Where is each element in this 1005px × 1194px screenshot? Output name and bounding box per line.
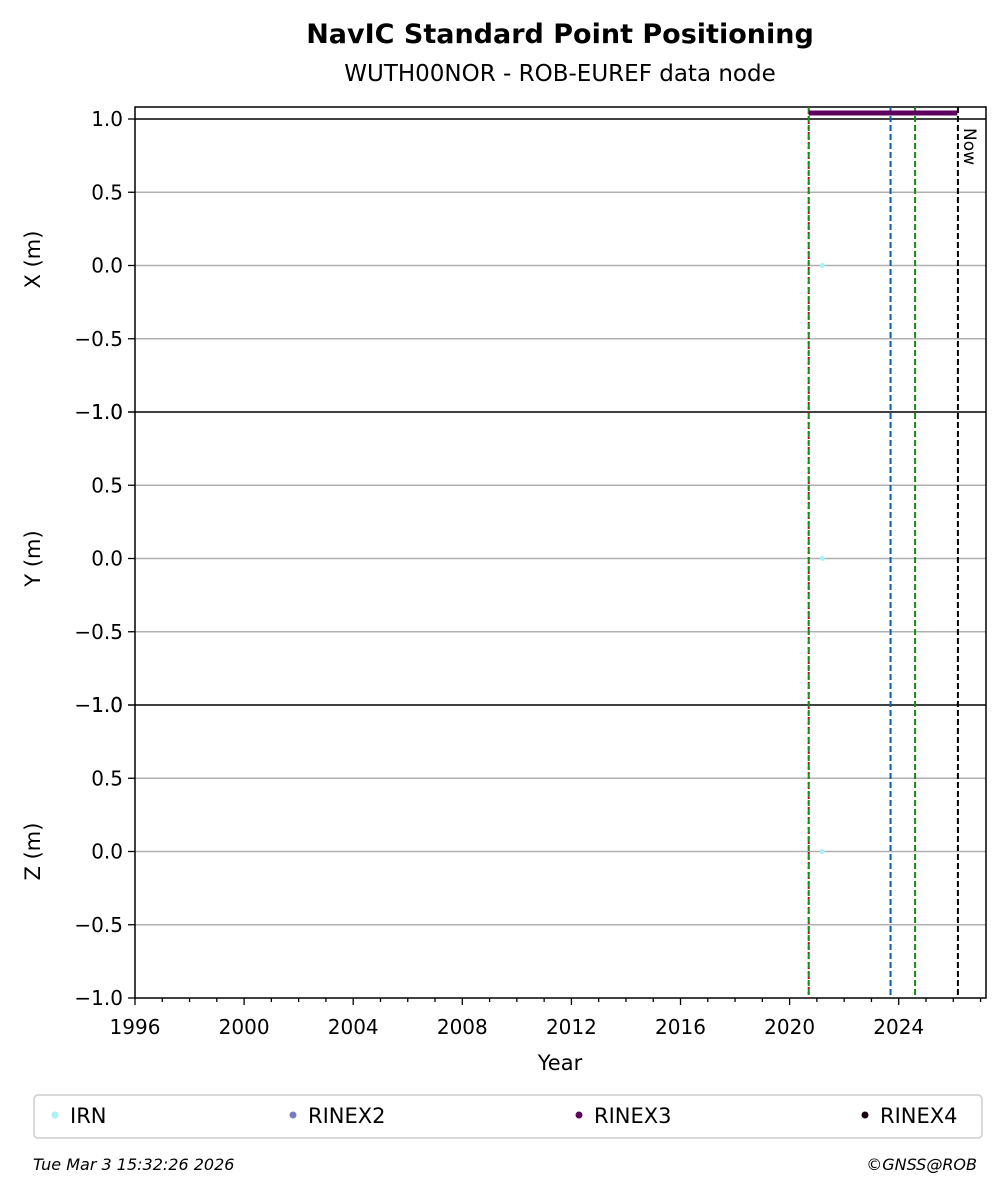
legend-marker-irn bbox=[51, 1111, 59, 1119]
y-axis-label: X (m) bbox=[21, 231, 45, 289]
y-tick-label: −1.0 bbox=[74, 986, 123, 1010]
y-tick-label: 0.0 bbox=[91, 254, 123, 278]
y-tick-label: 0.0 bbox=[91, 840, 123, 864]
data-point-irn bbox=[819, 556, 825, 561]
x-tick-label: 2012 bbox=[546, 1015, 597, 1039]
y-tick-label: 1.0 bbox=[91, 400, 123, 424]
chart-title: NavIC Standard Point Positioning bbox=[306, 19, 814, 50]
x-axis-label: Year bbox=[537, 1051, 583, 1075]
x-tick-label: 2008 bbox=[437, 1015, 488, 1039]
y-tick-label: 0.5 bbox=[91, 180, 123, 204]
y-axis-label: Z (m) bbox=[21, 823, 45, 881]
y-tick-label: −1.0 bbox=[74, 693, 123, 717]
legend-label: RINEX3 bbox=[594, 1104, 672, 1128]
footer-copyright: ©GNSS@ROB bbox=[866, 1155, 977, 1174]
y-tick-label: 1.0 bbox=[91, 693, 123, 717]
x-tick-label: 1996 bbox=[110, 1015, 161, 1039]
legend-label: RINEX2 bbox=[308, 1104, 386, 1128]
legend-box bbox=[33, 1094, 983, 1139]
plot-frame bbox=[134, 106, 987, 999]
y-tick-label: −1.0 bbox=[74, 400, 123, 424]
y-tick-label: −0.5 bbox=[74, 327, 123, 351]
y-tick-label: −0.5 bbox=[74, 620, 123, 644]
plot-area: −1.0 −0.5 0.0 0.5 1.0 X (m) −1.0 −0.5 0.0 0.5 1.0 Y… bbox=[21, 106, 987, 1039]
y-tick-label: 0.0 bbox=[91, 547, 123, 571]
footer-timestamp: Tue Mar 3 15:32:26 2026 bbox=[33, 1155, 234, 1174]
legend: IRN RINEX2 RINEX3 RINEX4 bbox=[33, 1094, 983, 1139]
y-axis-label: Y (m) bbox=[21, 530, 45, 587]
y-tick-label: 0.5 bbox=[91, 473, 123, 497]
chart-subtitle: WUTH00NOR - ROB-EUREF data node bbox=[344, 61, 776, 87]
x-tick-label: 2024 bbox=[873, 1015, 924, 1039]
data-point-irn bbox=[819, 849, 825, 854]
legend-label: RINEX4 bbox=[880, 1104, 958, 1128]
y-tick-label: 1.0 bbox=[91, 107, 123, 131]
legend-marker-rinex4 bbox=[861, 1111, 869, 1119]
y-tick-label: 0.5 bbox=[91, 766, 123, 790]
data-point-irn bbox=[819, 263, 825, 268]
x-tick-label: 2000 bbox=[219, 1015, 270, 1039]
x-tick-label: 2004 bbox=[328, 1015, 379, 1039]
x-tick-label: 2020 bbox=[764, 1015, 815, 1039]
now-label: Now bbox=[959, 128, 979, 165]
legend-marker-rinex3 bbox=[575, 1111, 583, 1119]
legend-marker-rinex2 bbox=[289, 1111, 297, 1119]
x-tick-label: 2016 bbox=[655, 1015, 706, 1039]
legend-label: IRN bbox=[70, 1104, 107, 1128]
y-tick-label: −0.5 bbox=[74, 913, 123, 937]
